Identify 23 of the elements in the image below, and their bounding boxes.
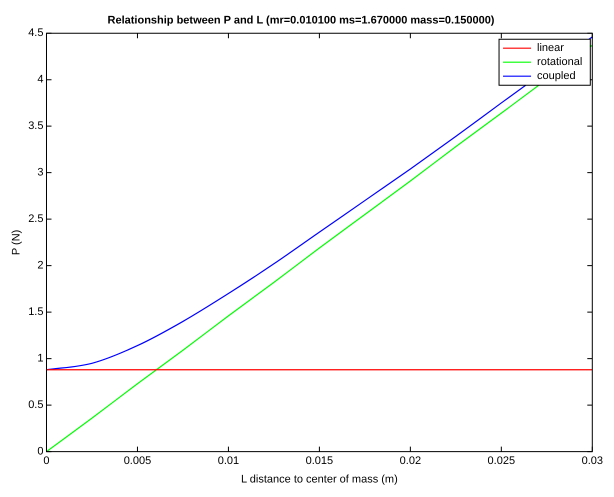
legend-label: linear — [537, 42, 564, 54]
y-tick-label: 0.5 — [28, 399, 44, 412]
x-tick-label: 0.025 — [488, 455, 516, 468]
legend-label: rotational — [537, 56, 582, 68]
x-tick-label: 0.03 — [582, 455, 604, 468]
legend-label: coupled — [537, 70, 576, 82]
line-series — [46, 44, 592, 452]
chart-title: Relationship between P and L (mr=0.010100 ms=1.670000 mass=0.150000) — [108, 14, 495, 27]
x-tick-label: 0.005 — [124, 455, 152, 468]
y-tick-label: 4.5 — [28, 27, 44, 40]
y-tick-label: 3.5 — [28, 120, 44, 132]
y-tick-label: 2 — [37, 260, 44, 272]
y-tick-label: 1 — [37, 352, 44, 365]
x-axis-title: L distance to center of mass (m) — [241, 473, 398, 486]
x-tick-label: 0.02 — [400, 455, 422, 468]
y-tick-label: 0 — [37, 446, 44, 458]
x-tick-label: 0.015 — [306, 455, 334, 468]
x-tick-label: 0.01 — [218, 455, 240, 468]
y-tick-label: 3 — [37, 166, 44, 179]
y-axis-title: P (N) — [10, 230, 23, 256]
y-tick-label: 4 — [37, 74, 44, 86]
y-tick-label: 2.5 — [28, 213, 44, 226]
y-tick-label: 1.5 — [28, 306, 44, 318]
